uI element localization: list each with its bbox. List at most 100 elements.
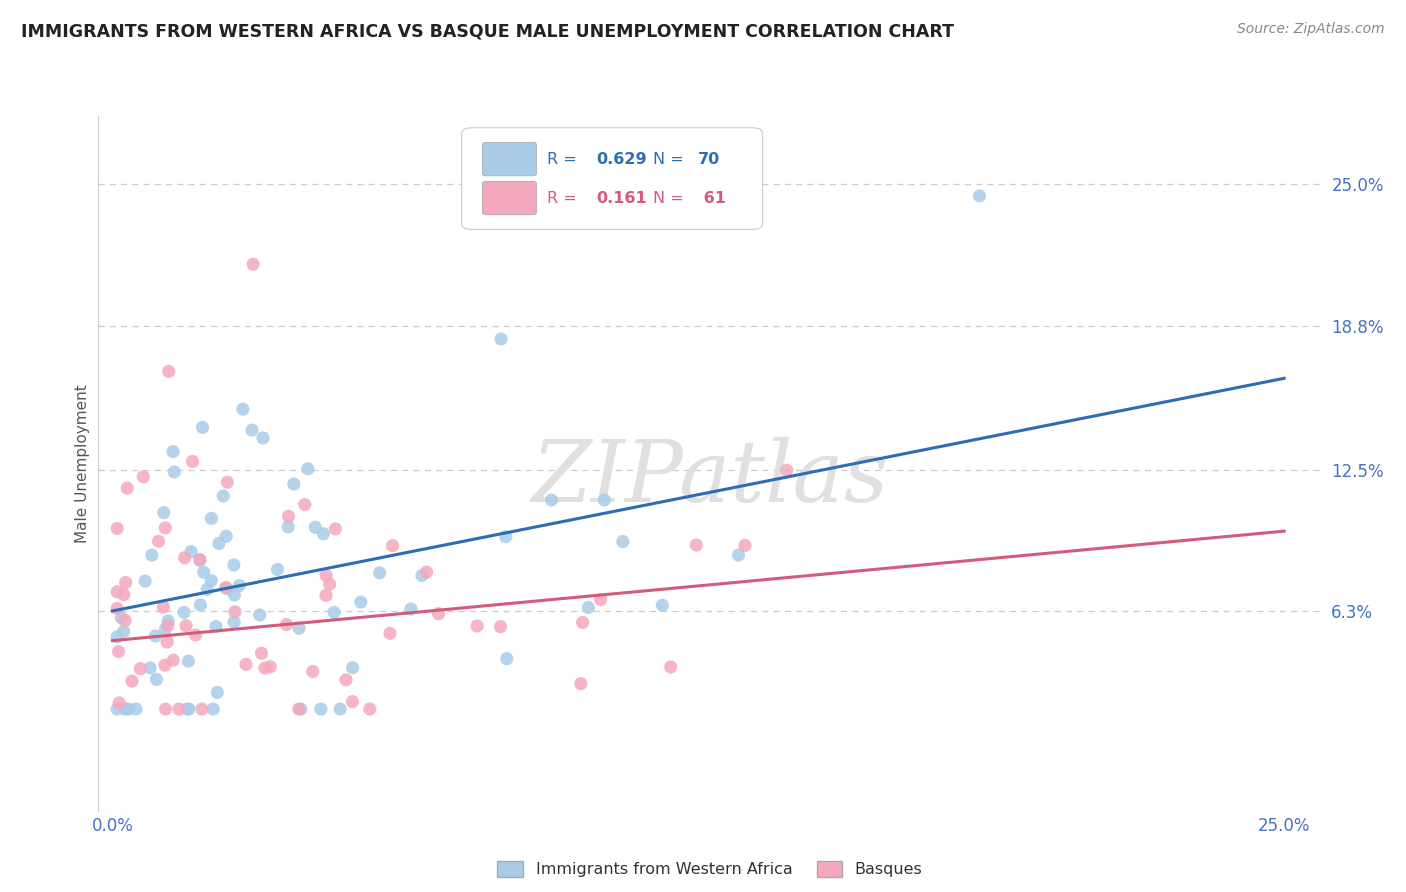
Point <box>155 521 177 535</box>
Point <box>240 423 263 437</box>
Point <box>155 702 177 716</box>
Point <box>335 673 357 687</box>
Point <box>593 492 616 507</box>
Point <box>368 566 391 580</box>
Point <box>190 598 212 612</box>
Point <box>200 574 222 588</box>
Point <box>188 553 211 567</box>
Point <box>315 588 337 602</box>
Text: R =: R = <box>547 152 582 167</box>
Point <box>180 544 202 558</box>
Text: N =: N = <box>652 191 689 205</box>
Point <box>129 662 152 676</box>
Point <box>411 568 433 582</box>
Point <box>571 615 593 630</box>
Point <box>294 498 316 512</box>
Point <box>378 626 401 640</box>
Point <box>177 654 200 668</box>
Point <box>156 635 179 649</box>
Point <box>495 651 517 665</box>
Point <box>105 601 128 615</box>
Point <box>969 189 991 203</box>
Point <box>174 618 197 632</box>
Point <box>215 529 238 543</box>
Point <box>200 511 222 525</box>
Point <box>157 614 180 628</box>
Point <box>114 702 136 716</box>
Point <box>105 702 128 716</box>
Point <box>224 605 246 619</box>
Point <box>465 619 488 633</box>
Point <box>156 618 179 632</box>
Point <box>162 444 184 458</box>
Point <box>163 465 186 479</box>
Point <box>399 602 422 616</box>
Point <box>117 702 139 716</box>
Point <box>132 470 155 484</box>
Point <box>222 558 245 572</box>
Point <box>107 645 129 659</box>
Point <box>207 685 229 699</box>
Point <box>415 565 437 579</box>
Point <box>139 661 162 675</box>
Point <box>359 702 381 716</box>
Y-axis label: Male Unemployment: Male Unemployment <box>75 384 90 543</box>
Point <box>134 574 156 589</box>
Text: ZIPatlas: ZIPatlas <box>531 436 889 519</box>
Point <box>235 657 257 672</box>
Point <box>252 431 274 445</box>
Point <box>202 702 225 716</box>
Point <box>277 509 299 524</box>
Point <box>318 577 340 591</box>
Point <box>212 489 235 503</box>
Point <box>312 526 335 541</box>
Point <box>427 607 450 621</box>
Point <box>290 702 312 716</box>
Point <box>181 454 204 468</box>
Point <box>125 702 148 716</box>
Point <box>277 520 299 534</box>
Point <box>184 628 207 642</box>
Point <box>105 630 128 644</box>
Point <box>191 420 214 434</box>
Point <box>205 619 228 633</box>
Point <box>173 550 195 565</box>
Point <box>145 673 167 687</box>
Point <box>145 629 167 643</box>
Point <box>152 600 174 615</box>
Point <box>155 622 177 636</box>
Point <box>208 536 231 550</box>
Point <box>659 660 682 674</box>
Legend: Immigrants from Western Africa, Basques: Immigrants from Western Africa, Basques <box>491 855 929 884</box>
Point <box>152 506 174 520</box>
Text: IMMIGRANTS FROM WESTERN AFRICA VS BASQUE MALE UNEMPLOYMENT CORRELATION CHART: IMMIGRANTS FROM WESTERN AFRICA VS BASQUE… <box>21 22 955 40</box>
Point <box>297 462 319 476</box>
Point <box>105 584 128 599</box>
Point <box>495 530 517 544</box>
Point <box>727 548 749 562</box>
Point <box>108 696 131 710</box>
Text: N =: N = <box>652 152 689 167</box>
Point <box>177 702 200 716</box>
Point <box>329 702 352 716</box>
Point <box>283 477 305 491</box>
Point <box>249 607 271 622</box>
Point <box>288 621 311 635</box>
Point <box>325 522 347 536</box>
Point <box>105 521 128 535</box>
FancyBboxPatch shape <box>482 181 536 215</box>
Point <box>612 534 634 549</box>
Point <box>266 562 288 576</box>
Point <box>188 552 211 566</box>
Point <box>195 582 218 597</box>
Point <box>250 646 273 660</box>
Point <box>228 579 250 593</box>
Point <box>141 548 163 562</box>
Point <box>576 600 599 615</box>
Point <box>685 538 707 552</box>
Point <box>193 566 215 580</box>
Text: Source: ZipAtlas.com: Source: ZipAtlas.com <box>1237 22 1385 37</box>
Point <box>232 402 254 417</box>
Point <box>540 493 562 508</box>
Point <box>112 588 135 602</box>
